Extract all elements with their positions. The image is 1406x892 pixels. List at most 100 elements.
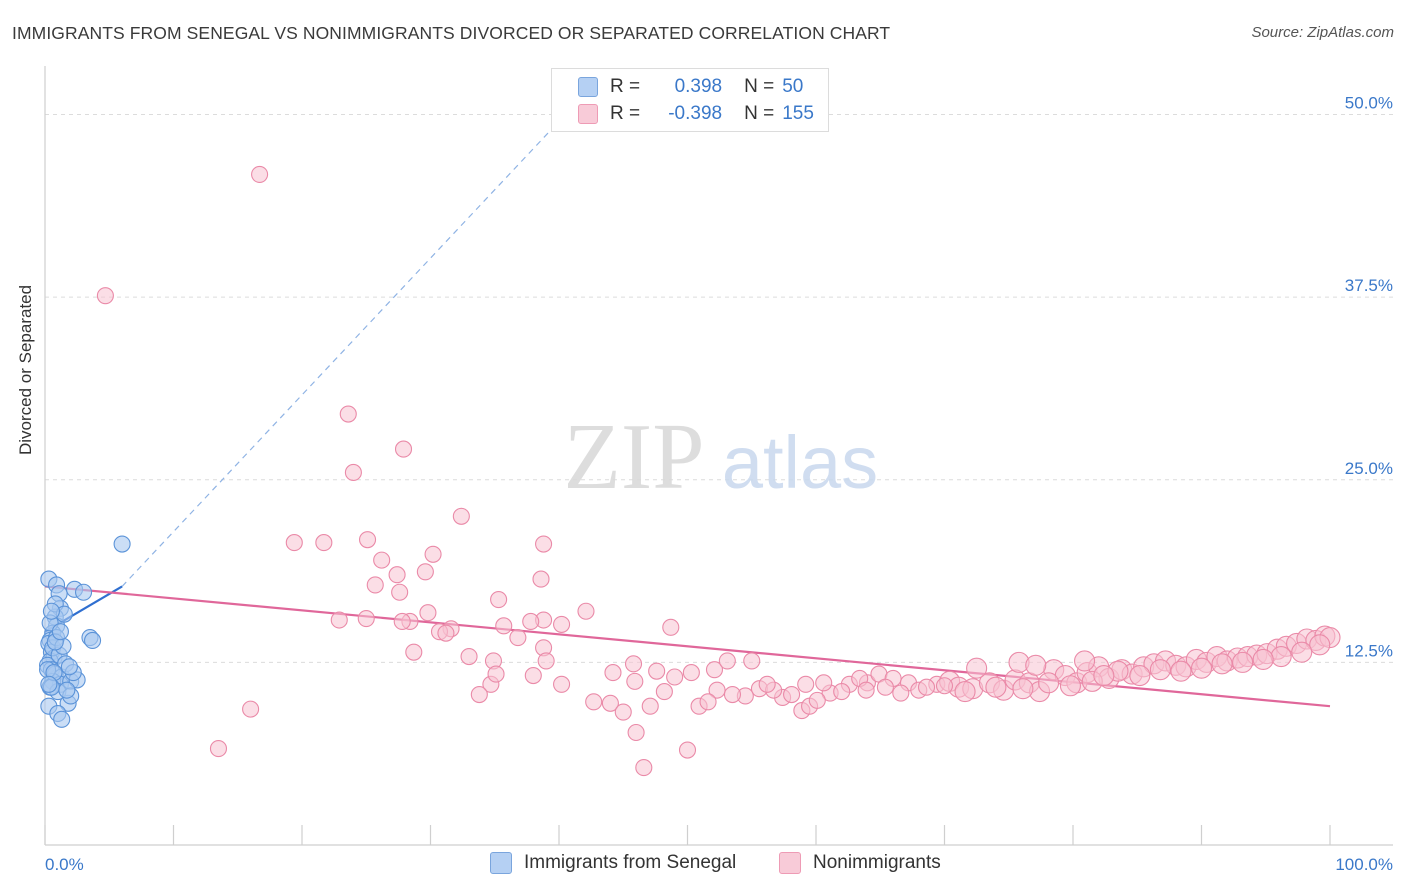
data-point-nonimmigrants	[1170, 660, 1192, 682]
data-point-nonimmigrants	[662, 618, 680, 636]
data-point-nonimmigrants	[524, 666, 542, 685]
legend-swatch-pink	[779, 852, 801, 874]
data-point-nonimmigrants	[535, 535, 553, 553]
data-point-nonimmigrants	[285, 534, 303, 552]
data-point-nonimmigrants	[635, 759, 653, 777]
data-point-nonimmigrants	[553, 675, 571, 693]
data-point-nonimmigrants	[1232, 651, 1254, 673]
legend-row-immigrants: R = 0.398 N = 50	[552, 74, 803, 100]
data-point-nonimmigrants	[1309, 634, 1331, 656]
legend-r-value: -0.398	[668, 103, 723, 124]
data-point-nonimmigrants	[522, 612, 540, 631]
data-point-immigrants	[60, 658, 78, 676]
data-point-nonimmigrants	[242, 700, 260, 718]
data-point-nonimmigrants	[357, 610, 375, 628]
correlation-legend: R = 0.398 N = 50 R = -0.398 N = 155	[551, 68, 829, 132]
data-point-nonimmigrants	[344, 463, 362, 482]
data-point-nonimmigrants	[627, 723, 645, 742]
series-legend: Immigrants from Senegal Nonimmigrants	[0, 852, 1406, 878]
y-tick-label: 25.0%	[1345, 459, 1393, 478]
data-point-nonimmigrants	[708, 681, 726, 699]
data-point-nonimmigrants	[723, 685, 742, 704]
data-point-nonimmigrants	[1129, 664, 1151, 687]
data-point-nonimmigrants	[758, 675, 776, 693]
data-point-nonimmigrants	[509, 628, 527, 647]
data-point-nonimmigrants	[419, 604, 437, 622]
data-point-nonimmigrants	[388, 566, 406, 584]
data-point-nonimmigrants	[437, 624, 455, 642]
legend-r-label: R =	[610, 76, 641, 97]
data-point-nonimmigrants	[626, 672, 644, 690]
data-point-nonimmigrants	[315, 534, 333, 552]
data-point-nonimmigrants	[1190, 657, 1213, 679]
data-point-nonimmigrants	[1059, 675, 1081, 697]
data-points	[39, 165, 1341, 777]
data-point-nonimmigrants	[601, 694, 619, 712]
legend-n-label: N =	[744, 103, 775, 124]
legend-swatch-blue	[490, 852, 512, 874]
data-point-nonimmigrants	[366, 576, 384, 594]
tick-labels: 12.5% 25.0% 37.5% 50.0% 0.0% 100.0%	[45, 94, 1393, 874]
data-point-nonimmigrants	[1012, 678, 1034, 700]
data-point-nonimmigrants	[604, 664, 622, 682]
legend-n-value: 155	[782, 103, 814, 124]
legend-item-nonimmigrants: Nonimmigrants	[779, 852, 941, 874]
data-point-immigrants	[113, 535, 131, 553]
data-point-nonimmigrants	[209, 740, 228, 758]
data-point-nonimmigrants	[393, 612, 411, 631]
data-point-nonimmigrants	[966, 657, 988, 679]
data-point-nonimmigrants	[1270, 645, 1292, 668]
data-point-nonimmigrants	[391, 583, 409, 601]
legend-swatch-pink	[578, 104, 598, 124]
chart-source: Source: ZipAtlas.com	[1251, 24, 1394, 41]
data-point-nonimmigrants	[1038, 672, 1060, 694]
legend-row-nonimmigrants: R = -0.398 N = 155	[552, 101, 814, 127]
legend-swatch-blue	[578, 77, 598, 97]
data-point-nonimmigrants	[394, 440, 413, 458]
y-axis-label: Divorced or Separated	[16, 284, 35, 455]
y-tick-label: 50.0%	[1345, 94, 1393, 113]
grid-lines	[45, 114, 1393, 663]
data-point-nonimmigrants	[585, 693, 603, 711]
legend-item-label: Immigrants from Senegal	[524, 852, 737, 873]
x-tick-label: 100.0%	[1335, 855, 1393, 874]
data-point-nonimmigrants	[1074, 650, 1096, 672]
data-point-nonimmigrants	[339, 405, 357, 423]
data-point-nonimmigrants	[743, 652, 761, 670]
data-point-immigrants	[75, 583, 93, 601]
data-point-immigrants	[42, 602, 60, 620]
data-point-nonimmigrants	[487, 665, 505, 683]
data-point-immigrants	[40, 675, 58, 693]
legend-r-label: R =	[610, 103, 641, 124]
data-point-nonimmigrants	[470, 685, 488, 704]
data-point-nonimmigrants	[577, 602, 595, 620]
data-point-nonimmigrants	[655, 683, 673, 701]
data-point-nonimmigrants	[532, 570, 550, 588]
data-point-nonimmigrants	[1211, 653, 1233, 675]
data-point-nonimmigrants	[624, 655, 643, 673]
data-point-nonimmigrants	[495, 617, 513, 635]
legend-item-label: Nonimmigrants	[813, 852, 941, 873]
data-point-nonimmigrants	[917, 678, 936, 696]
data-point-nonimmigrants	[954, 681, 976, 703]
data-point-nonimmigrants	[1149, 659, 1171, 681]
data-point-nonimmigrants	[718, 652, 736, 670]
data-point-nonimmigrants	[614, 703, 632, 721]
x-tick-label: 0.0%	[45, 855, 84, 874]
data-point-nonimmigrants	[553, 615, 571, 633]
data-point-nonimmigrants	[678, 741, 697, 759]
y-tick-label: 12.5%	[1345, 641, 1393, 660]
data-point-nonimmigrants	[808, 691, 826, 709]
data-point-nonimmigrants	[699, 693, 717, 711]
data-point-nonimmigrants	[857, 681, 875, 699]
watermark-atlas: atlas	[722, 421, 878, 504]
data-point-nonimmigrants	[682, 664, 700, 682]
legend-r-value: 0.398	[674, 76, 723, 97]
data-point-nonimmigrants	[424, 545, 442, 563]
data-point-nonimmigrants	[452, 507, 470, 525]
y-tick-label: 37.5%	[1345, 276, 1393, 295]
data-point-nonimmigrants	[416, 563, 434, 581]
watermark-zip: ZIP	[564, 405, 705, 509]
data-point-nonimmigrants	[985, 676, 1007, 698]
